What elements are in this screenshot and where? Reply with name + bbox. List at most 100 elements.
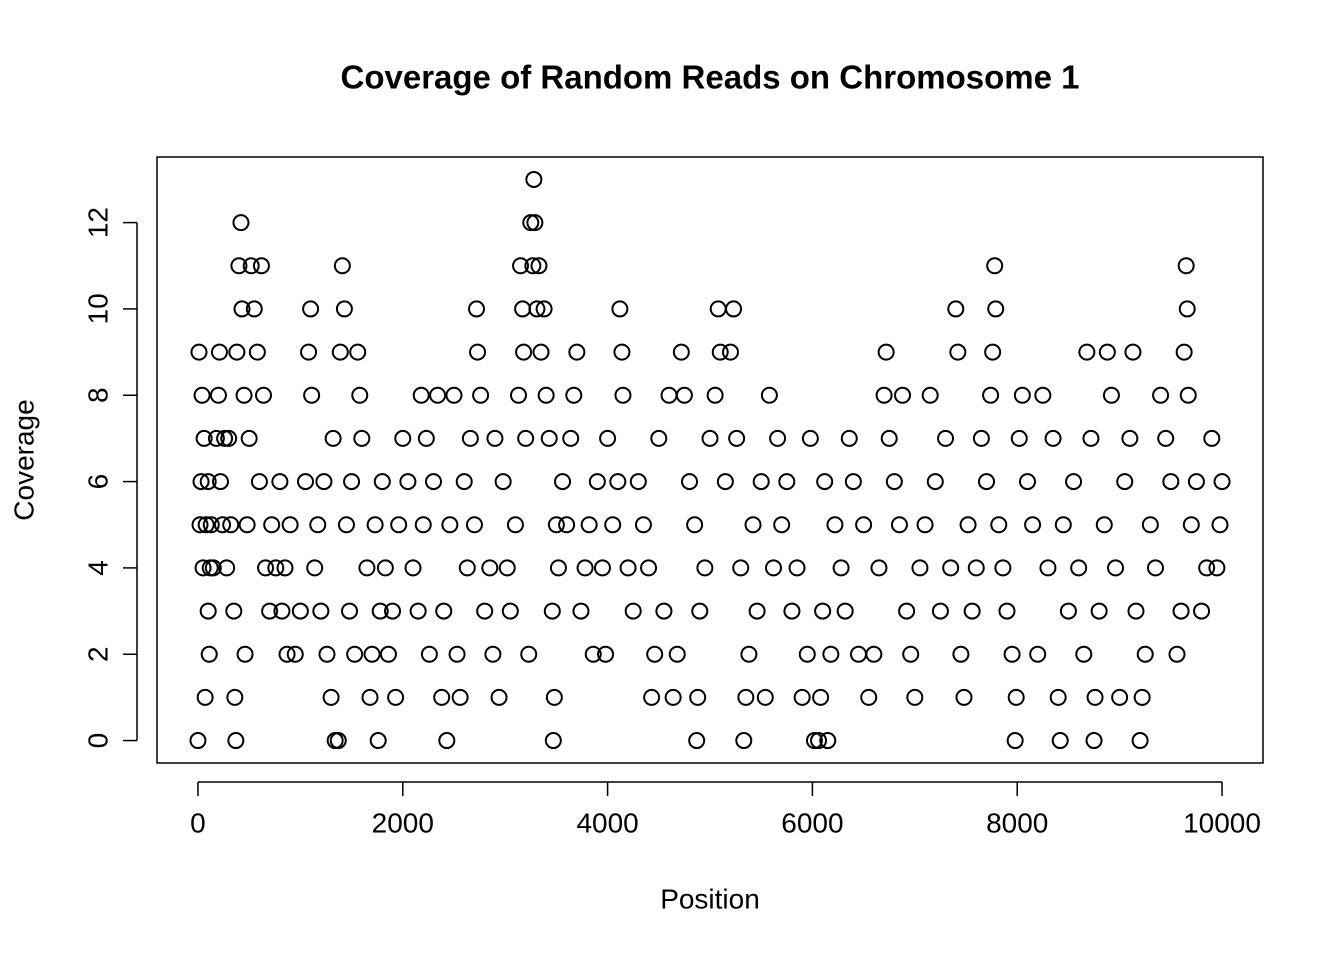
point [379, 645, 397, 663]
x-tick-label: 2000 [372, 807, 434, 838]
point [358, 559, 376, 577]
point [894, 386, 912, 404]
point [664, 688, 682, 706]
point [199, 602, 217, 620]
point [721, 343, 739, 361]
point [711, 343, 729, 361]
point [629, 473, 647, 491]
point [414, 516, 432, 534]
point [681, 473, 699, 491]
point [580, 516, 598, 534]
point [822, 645, 840, 663]
point [209, 386, 227, 404]
point [303, 386, 321, 404]
point [735, 732, 753, 750]
point [522, 214, 540, 232]
point [1121, 429, 1139, 447]
point [263, 516, 281, 534]
point [526, 214, 544, 232]
point [228, 343, 246, 361]
point [366, 516, 384, 534]
point [200, 645, 218, 663]
point [906, 688, 924, 706]
point [832, 559, 850, 577]
point [1018, 473, 1036, 491]
point [655, 602, 673, 620]
point [643, 688, 661, 706]
y-tick-label: 2 [82, 646, 113, 662]
point [335, 300, 353, 318]
point [469, 343, 487, 361]
point [291, 602, 309, 620]
point [337, 516, 355, 534]
point [199, 473, 217, 491]
x-axis-label: Position [660, 883, 760, 914]
point [210, 343, 228, 361]
point [420, 645, 438, 663]
point [1006, 732, 1024, 750]
point [562, 429, 580, 447]
x-tick-label: 8000 [986, 807, 1048, 838]
point [870, 559, 888, 577]
point [312, 602, 330, 620]
point [481, 559, 499, 577]
point [501, 602, 519, 620]
point [689, 688, 707, 706]
point [329, 732, 347, 750]
point [455, 473, 473, 491]
point [926, 473, 944, 491]
point [390, 516, 408, 534]
point [1044, 429, 1062, 447]
point [737, 688, 755, 706]
point [1007, 688, 1025, 706]
point [880, 429, 898, 447]
point [696, 559, 714, 577]
point [472, 386, 490, 404]
point [255, 386, 273, 404]
point [235, 386, 253, 404]
point [494, 473, 512, 491]
point [1213, 473, 1231, 491]
point [597, 645, 615, 663]
point [211, 473, 229, 491]
point [788, 559, 806, 577]
point [498, 559, 516, 577]
point [369, 732, 387, 750]
point [227, 732, 245, 750]
point [486, 429, 504, 447]
point [1157, 429, 1175, 447]
point [1013, 386, 1031, 404]
point [604, 516, 622, 534]
point [1003, 645, 1021, 663]
point [660, 386, 678, 404]
point [1078, 343, 1096, 361]
point [404, 559, 422, 577]
point [1090, 602, 1108, 620]
point [361, 688, 379, 706]
point [525, 170, 543, 188]
point [1102, 386, 1120, 404]
x-tick-label: 4000 [576, 807, 638, 838]
point [376, 559, 394, 577]
point [554, 473, 572, 491]
point [371, 602, 389, 620]
point [322, 688, 340, 706]
point [691, 602, 709, 620]
point [1024, 516, 1042, 534]
point [1065, 473, 1083, 491]
point [716, 473, 734, 491]
y-tick-label: 4 [82, 560, 113, 576]
point [812, 688, 830, 706]
point [197, 516, 215, 534]
point [300, 343, 318, 361]
point [1034, 386, 1052, 404]
point [281, 516, 299, 534]
point [963, 602, 981, 620]
point [844, 473, 862, 491]
point [855, 516, 873, 534]
point [978, 473, 995, 491]
point [801, 429, 819, 447]
point [572, 602, 590, 620]
point [315, 473, 333, 491]
point [540, 429, 558, 447]
